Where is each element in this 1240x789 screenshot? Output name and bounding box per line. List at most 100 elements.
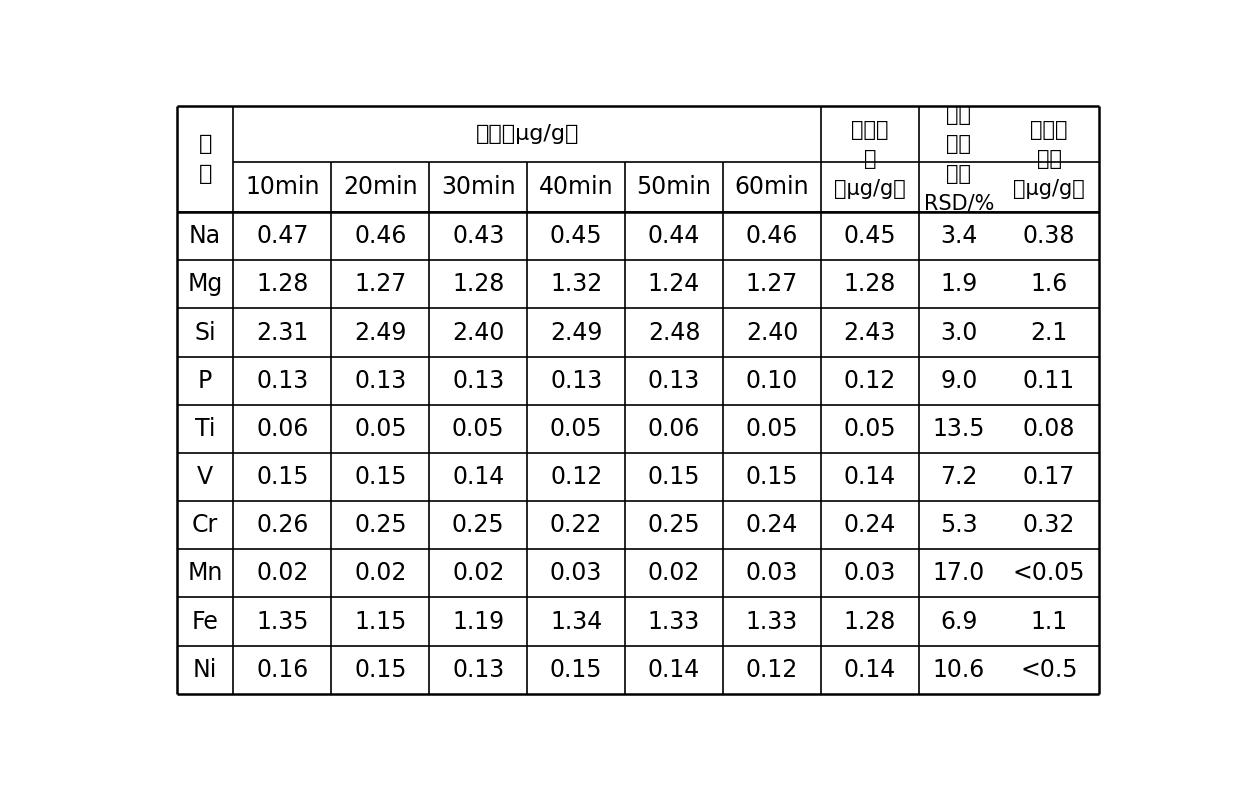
Text: 1.28: 1.28 xyxy=(453,272,505,297)
Text: <0.05: <0.05 xyxy=(1013,561,1085,585)
Text: 1.27: 1.27 xyxy=(745,272,799,297)
Text: 0.12: 0.12 xyxy=(745,658,799,682)
Text: 0.25: 0.25 xyxy=(647,513,701,537)
Text: 0.24: 0.24 xyxy=(843,513,897,537)
Text: Ti: Ti xyxy=(195,417,216,441)
Text: 5.3: 5.3 xyxy=(940,513,978,537)
Text: 2.40: 2.40 xyxy=(453,320,505,345)
Text: 0.15: 0.15 xyxy=(647,465,701,489)
Text: 0.32: 0.32 xyxy=(1023,513,1075,537)
Text: 1.15: 1.15 xyxy=(355,610,407,634)
Text: 0.11: 0.11 xyxy=(1023,368,1075,393)
Text: 0.03: 0.03 xyxy=(843,561,897,585)
Text: 0.14: 0.14 xyxy=(453,465,505,489)
Text: 0.13: 0.13 xyxy=(649,368,701,393)
Text: 0.05: 0.05 xyxy=(745,417,799,441)
Text: 0.13: 0.13 xyxy=(257,368,309,393)
Text: 1.1: 1.1 xyxy=(1030,610,1068,634)
Text: 0.10: 0.10 xyxy=(745,368,799,393)
Text: 1.19: 1.19 xyxy=(453,610,505,634)
Text: 40min: 40min xyxy=(539,175,614,199)
Text: <0.5: <0.5 xyxy=(1021,658,1078,682)
Text: 0.05: 0.05 xyxy=(549,417,603,441)
Text: V: V xyxy=(197,465,213,489)
Text: 2.49: 2.49 xyxy=(551,320,603,345)
Text: 0.44: 0.44 xyxy=(647,224,701,249)
Text: 含量（μg/g）: 含量（μg/g） xyxy=(475,124,579,144)
Text: 0.17: 0.17 xyxy=(1023,465,1075,489)
Text: Si: Si xyxy=(195,320,216,345)
Text: 30min: 30min xyxy=(441,175,516,199)
Text: 0.43: 0.43 xyxy=(453,224,505,249)
Text: 0.03: 0.03 xyxy=(745,561,799,585)
Text: 1.35: 1.35 xyxy=(257,610,309,634)
Text: Na: Na xyxy=(188,224,221,249)
Text: 2.40: 2.40 xyxy=(745,320,799,345)
Text: 0.15: 0.15 xyxy=(257,465,309,489)
Text: 1.9: 1.9 xyxy=(940,272,977,297)
Text: 0.45: 0.45 xyxy=(843,224,897,249)
Text: 0.15: 0.15 xyxy=(355,658,407,682)
Text: 0.05: 0.05 xyxy=(843,417,897,441)
Text: P: P xyxy=(198,368,212,393)
Text: 元
素: 元 素 xyxy=(198,134,212,184)
Text: 2.48: 2.48 xyxy=(647,320,701,345)
Text: 0.25: 0.25 xyxy=(451,513,505,537)
Text: 1.28: 1.28 xyxy=(257,272,309,297)
Text: 0.13: 0.13 xyxy=(453,658,505,682)
Text: 60min: 60min xyxy=(734,175,810,199)
Text: 0.02: 0.02 xyxy=(647,561,701,585)
Text: 0.14: 0.14 xyxy=(843,658,897,682)
Text: 相对
标准
偏差
RSD/%: 相对 标准 偏差 RSD/% xyxy=(924,105,994,214)
Text: 2.49: 2.49 xyxy=(355,320,407,345)
Text: 平均含
量
（μg/g）: 平均含 量 （μg/g） xyxy=(835,120,905,199)
Text: 1.28: 1.28 xyxy=(843,272,897,297)
Text: 0.13: 0.13 xyxy=(551,368,603,393)
Text: 1.6: 1.6 xyxy=(1030,272,1068,297)
Text: 实验室
比对
（μg/g）: 实验室 比对 （μg/g） xyxy=(1013,120,1085,199)
Text: 0.14: 0.14 xyxy=(843,465,897,489)
Text: 0.25: 0.25 xyxy=(355,513,407,537)
Text: 2.43: 2.43 xyxy=(843,320,897,345)
Text: 7.2: 7.2 xyxy=(940,465,977,489)
Text: 1.27: 1.27 xyxy=(355,272,407,297)
Text: 1.33: 1.33 xyxy=(745,610,799,634)
Text: 0.06: 0.06 xyxy=(647,417,701,441)
Text: Mg: Mg xyxy=(187,272,223,297)
Text: 3.0: 3.0 xyxy=(940,320,977,345)
Text: 10min: 10min xyxy=(246,175,320,199)
Text: 0.06: 0.06 xyxy=(257,417,309,441)
Text: 0.12: 0.12 xyxy=(843,368,897,393)
Text: 0.15: 0.15 xyxy=(355,465,407,489)
Text: 0.05: 0.05 xyxy=(355,417,407,441)
Text: 0.13: 0.13 xyxy=(453,368,505,393)
Text: 10.6: 10.6 xyxy=(932,658,985,682)
Text: 6.9: 6.9 xyxy=(940,610,977,634)
Text: 0.08: 0.08 xyxy=(1023,417,1075,441)
Text: 0.15: 0.15 xyxy=(745,465,799,489)
Text: 0.12: 0.12 xyxy=(551,465,603,489)
Text: 3.4: 3.4 xyxy=(940,224,977,249)
Text: 2.31: 2.31 xyxy=(257,320,309,345)
Text: Fe: Fe xyxy=(192,610,218,634)
Text: Mn: Mn xyxy=(187,561,223,585)
Text: 0.03: 0.03 xyxy=(551,561,603,585)
Text: 13.5: 13.5 xyxy=(932,417,986,441)
Text: 0.02: 0.02 xyxy=(257,561,309,585)
Text: 1.24: 1.24 xyxy=(649,272,701,297)
Text: 1.33: 1.33 xyxy=(649,610,701,634)
Text: 0.22: 0.22 xyxy=(551,513,603,537)
Text: 0.15: 0.15 xyxy=(549,658,603,682)
Text: 9.0: 9.0 xyxy=(940,368,977,393)
Text: 2.1: 2.1 xyxy=(1030,320,1068,345)
Text: 0.47: 0.47 xyxy=(257,224,309,249)
Text: 0.26: 0.26 xyxy=(257,513,309,537)
Text: 0.24: 0.24 xyxy=(745,513,799,537)
Text: 17.0: 17.0 xyxy=(932,561,985,585)
Text: 0.05: 0.05 xyxy=(451,417,505,441)
Text: 1.34: 1.34 xyxy=(551,610,603,634)
Text: 50min: 50min xyxy=(636,175,712,199)
Text: 1.28: 1.28 xyxy=(843,610,897,634)
Text: Ni: Ni xyxy=(193,658,217,682)
Text: 20min: 20min xyxy=(343,175,418,199)
